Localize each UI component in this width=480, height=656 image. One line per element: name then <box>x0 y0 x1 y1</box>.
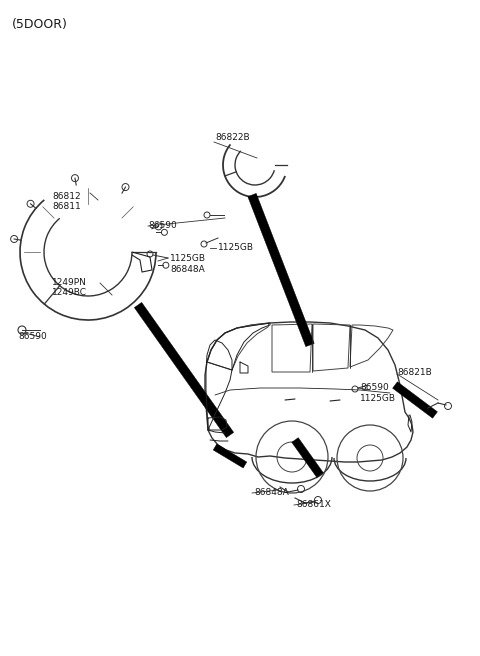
Text: 86848A: 86848A <box>254 488 289 497</box>
Text: 86822B: 86822B <box>215 133 250 142</box>
Polygon shape <box>248 194 314 346</box>
Polygon shape <box>393 382 437 419</box>
Polygon shape <box>292 438 323 478</box>
Text: 1125GB: 1125GB <box>170 254 206 263</box>
Text: 86812
86811: 86812 86811 <box>52 192 81 211</box>
Polygon shape <box>213 444 247 468</box>
Text: 1125GB: 1125GB <box>360 394 396 403</box>
Text: 86590: 86590 <box>360 383 389 392</box>
Text: 1249PN
1249BC: 1249PN 1249BC <box>52 278 87 297</box>
Text: 1125GB: 1125GB <box>218 243 254 252</box>
Text: 86590: 86590 <box>18 332 47 341</box>
Polygon shape <box>134 302 234 438</box>
Text: 86821B: 86821B <box>397 368 432 377</box>
Text: 86861X: 86861X <box>296 500 331 509</box>
Text: (5DOOR): (5DOOR) <box>12 18 68 31</box>
Text: 86590: 86590 <box>148 221 177 230</box>
Text: 86848A: 86848A <box>170 265 205 274</box>
